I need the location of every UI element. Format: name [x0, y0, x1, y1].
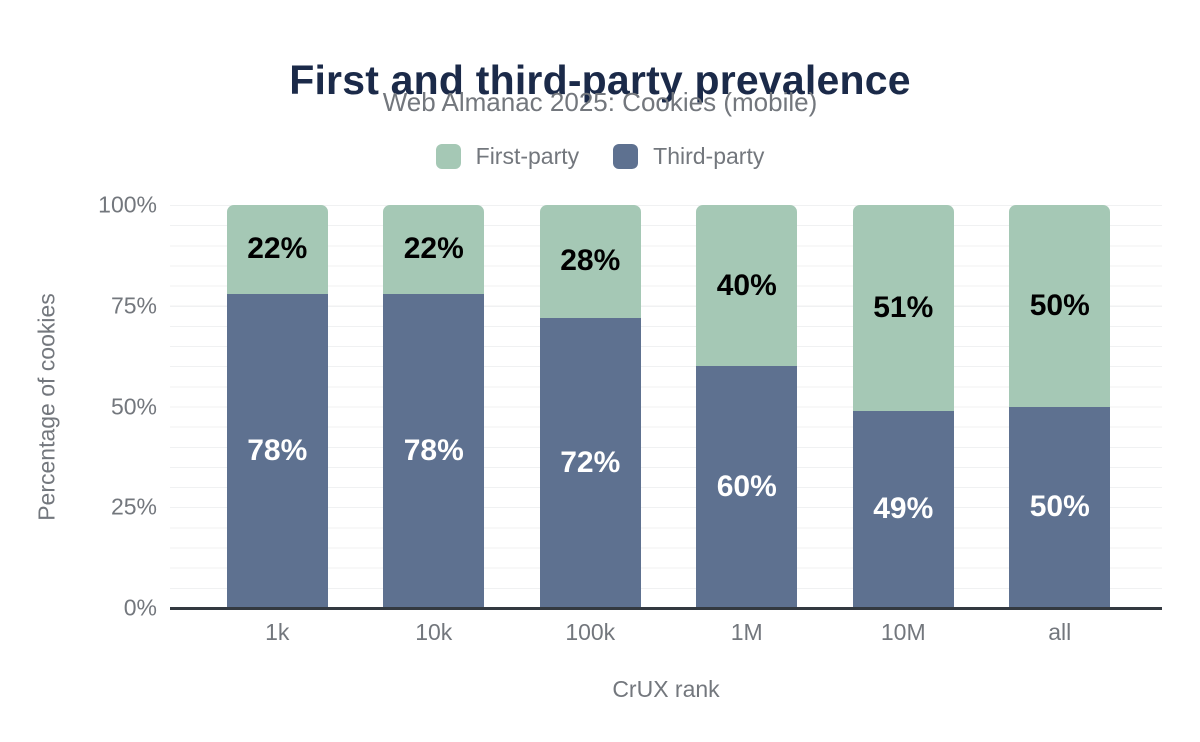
chart-title: First and third-party prevalence	[289, 57, 911, 104]
segment-third-party-1m[interactable]: 60%	[696, 366, 798, 608]
x-tick-100k: 100k	[565, 619, 616, 645]
x-axis-line	[170, 606, 1162, 610]
segment-first-party-1m[interactable]: 40%	[696, 205, 798, 367]
value-label-third-party-10m: 49%	[873, 492, 934, 526]
bar-column-1m: 40% 60%	[669, 205, 826, 608]
y-tick-100: 100%	[98, 191, 157, 218]
stacked-bar-1m: 40% 60%	[696, 205, 798, 608]
segment-third-party-all[interactable]: 50%	[1009, 406, 1111, 608]
x-tick-10k: 10k	[415, 619, 453, 645]
legend-item-third-party[interactable]: Third-party	[613, 142, 765, 169]
value-label-first-party-100k: 28%	[560, 244, 621, 278]
segment-first-party-all[interactable]: 50%	[1009, 205, 1111, 407]
value-label-third-party-100k: 72%	[560, 445, 621, 479]
stacked-bar-1k: 22% 78%	[226, 205, 328, 608]
segment-third-party-100k[interactable]: 72%	[539, 317, 641, 608]
bars-row: 22% 78% 22% 78% 28% 72% 40% 60% 51% 49% 50% 50%	[199, 205, 1138, 608]
legend: First-party Third-party	[0, 143, 1200, 169]
stacked-bar-10m: 51% 49%	[852, 205, 954, 608]
bar-column-all: 50% 50%	[982, 205, 1139, 608]
y-axis-ticks: 100% 75% 50% 25% 0%	[67, 193, 157, 619]
value-label-first-party-10k: 22%	[403, 232, 464, 266]
x-tick-1m: 1M	[730, 619, 763, 645]
segment-third-party-10m[interactable]: 49%	[852, 410, 954, 608]
gridlines	[170, 205, 1162, 608]
x-tick-1k: 1k	[265, 619, 290, 645]
segment-first-party-100k[interactable]: 28%	[539, 205, 641, 318]
first-party-swatch-icon	[435, 143, 461, 169]
bar-column-10k: 22% 78%	[356, 205, 513, 608]
segment-first-party-1k[interactable]: 22%	[226, 205, 328, 294]
value-label-third-party-10k: 78%	[403, 433, 464, 467]
chart-subtitle: Web Almanac 2025: Cookies (mobile)	[382, 87, 818, 117]
y-tick-75: 75%	[110, 292, 157, 319]
x-axis-title: CrUX rank	[612, 676, 720, 702]
segment-first-party-10m[interactable]: 51%	[852, 205, 954, 411]
bar-column-10m: 51% 49%	[825, 205, 982, 608]
segment-first-party-10k[interactable]: 22%	[383, 205, 485, 294]
bar-column-1k: 22% 78%	[199, 205, 356, 608]
legend-label-third-party: Third-party	[653, 142, 765, 169]
legend-label-first-party: First-party	[475, 142, 580, 169]
bar-column-100k: 28% 72%	[512, 205, 669, 608]
legend-item-first-party[interactable]: First-party	[435, 142, 580, 169]
segment-third-party-10k[interactable]: 78%	[383, 293, 485, 608]
x-axis-ticks: 1k 10k 100k 1M 10M all	[199, 608, 1138, 644]
y-axis-title: Percentage of cookies	[33, 292, 60, 521]
stacked-bar-100k: 28% 72%	[539, 205, 641, 608]
stacked-bar-all: 50% 50%	[1009, 205, 1111, 608]
x-tick-all: all	[1048, 619, 1072, 645]
value-label-first-party-1m: 40%	[716, 268, 777, 302]
y-tick-0: 0%	[123, 594, 157, 621]
value-label-first-party-10m: 51%	[873, 290, 934, 324]
value-label-third-party-all: 50%	[1029, 490, 1090, 524]
plot-area: Percentage of cookies 100% 75% 50% 25% 0…	[34, 193, 1162, 701]
value-label-first-party-all: 50%	[1029, 288, 1090, 322]
y-tick-50: 50%	[110, 393, 157, 419]
value-label-first-party-1k: 22%	[247, 232, 308, 266]
stacked-bar-10k: 22% 78%	[383, 205, 485, 608]
value-label-third-party-1k: 78%	[247, 433, 308, 467]
value-label-third-party-1m: 60%	[716, 470, 777, 504]
segment-third-party-1k[interactable]: 78%	[226, 293, 328, 608]
x-tick-10m: 10M	[880, 619, 926, 645]
y-tick-25: 25%	[110, 493, 157, 520]
third-party-swatch-icon	[613, 143, 639, 169]
